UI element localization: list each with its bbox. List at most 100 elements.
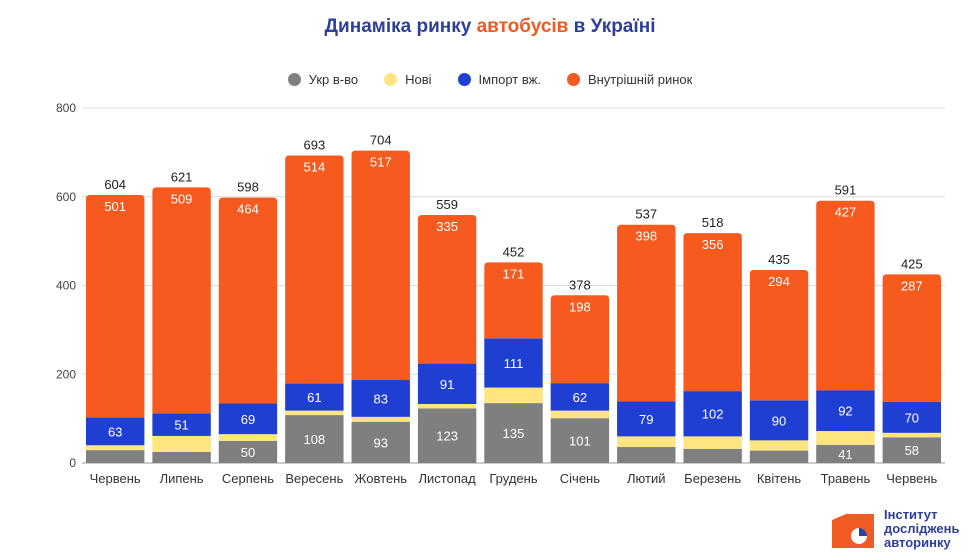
- logo-line-1: Інститут: [884, 507, 938, 522]
- total-label: 693: [303, 137, 325, 152]
- x-tick-label: Лютий: [627, 471, 665, 486]
- bar-segment-new: [617, 436, 676, 448]
- chart-plot: 0 200 400 600 800 63 501 604 Червень 51 509 621 Липе…: [56, 101, 945, 486]
- total-label: 704: [370, 133, 392, 148]
- legend-swatch-domestic: [566, 73, 580, 86]
- data-label-ukr: 58: [905, 443, 919, 458]
- total-label: 518: [702, 215, 724, 230]
- legend-item-domestic: Внутрішній ринок: [566, 72, 692, 87]
- data-label-import: 111: [504, 356, 524, 371]
- legend-label-ukr: Укр в-во: [308, 72, 359, 87]
- x-tick-label: Травень: [821, 471, 871, 486]
- legend-swatch-ukr: [287, 73, 301, 86]
- bar-segment-domestic: [285, 155, 344, 384]
- x-tick-label: Жовтень: [354, 471, 407, 486]
- bar-segment-domestic: [85, 194, 145, 418]
- bar-segment-ukr: [550, 418, 610, 463]
- total-label: 598: [237, 180, 259, 195]
- bar-segment-import: [749, 400, 809, 441]
- data-label-domestic: 287: [901, 278, 923, 293]
- data-label-import: 90: [772, 413, 786, 428]
- legend-label-new: Нові: [405, 72, 432, 87]
- data-label-ukr: 135: [503, 426, 525, 441]
- bar-segment-domestic: [816, 200, 875, 391]
- x-tick-label: Січень: [560, 471, 600, 486]
- x-tick-label: Квітень: [757, 471, 802, 486]
- bar-segment-ukr: [749, 450, 809, 463]
- data-label-domestic: 356: [702, 237, 724, 252]
- y-tick-label: 0: [69, 456, 76, 470]
- legend: Укр в-во Нові Імпорт вж. Внутрішній рино…: [0, 72, 980, 87]
- bar-segment-domestic: [749, 269, 809, 401]
- data-label-domestic: 171: [503, 266, 525, 281]
- data-label-domestic: 509: [171, 191, 193, 206]
- data-label-domestic: 294: [768, 274, 790, 289]
- bar-segment-domestic: [351, 150, 410, 381]
- bar-segment-domestic: [683, 233, 742, 392]
- bar-segment-domestic: [417, 214, 477, 364]
- bar-segment-import: [285, 383, 344, 411]
- bar-segment-domestic: [152, 187, 211, 414]
- logo-line-3: авторинку: [884, 535, 951, 550]
- bar-segment-ukr: [816, 444, 875, 463]
- bar-segment-ukr: [218, 440, 278, 463]
- data-label-domestic: 501: [104, 199, 126, 214]
- data-label-ukr: 123: [436, 429, 458, 444]
- total-label: 559: [436, 197, 458, 212]
- bar-segment-domestic: [484, 262, 543, 339]
- bar-segment-new: [218, 434, 278, 441]
- bar-segment-new: [285, 410, 344, 416]
- bar-segment-ukr: [152, 451, 211, 463]
- bar-segment-new: [683, 436, 742, 449]
- x-tick-label: Вересень: [285, 471, 343, 486]
- bar-segment-ukr: [484, 403, 543, 463]
- title-accent: автобусів: [476, 16, 569, 37]
- data-label-import: 91: [440, 377, 454, 392]
- legend-swatch-import: [457, 73, 471, 86]
- bar-segment-import: [882, 401, 942, 433]
- bar-segment-import: [152, 413, 211, 436]
- legend-swatch-new: [384, 73, 398, 86]
- data-label-import: 92: [838, 404, 852, 419]
- bar-segment-ukr: [417, 408, 477, 463]
- bar-segment-ukr: [285, 415, 344, 463]
- bar-segment-import: [550, 383, 610, 411]
- bar-segment-new: [550, 410, 610, 419]
- chart-title: Динаміка ринку автобусів в Україні: [0, 16, 980, 38]
- logo: Інститут досліджень авторинку: [828, 506, 978, 556]
- bar-segment-import: [417, 363, 477, 404]
- bar-segment-ukr: [683, 448, 742, 463]
- total-label: 378: [569, 277, 591, 292]
- data-label-domestic: 398: [635, 229, 657, 244]
- data-label-domestic: 514: [303, 159, 325, 174]
- data-label-ukr: 50: [241, 445, 255, 460]
- bar-segment-ukr: [882, 437, 942, 463]
- data-label-domestic: 198: [569, 299, 591, 314]
- data-label-import: 61: [307, 390, 321, 405]
- bar-segment-domestic: [882, 274, 942, 402]
- bar-segment-ukr: [617, 447, 676, 463]
- title-suffix: в Україні: [568, 16, 656, 37]
- y-tick-label: 800: [56, 101, 76, 115]
- bar-segment-new: [152, 435, 211, 452]
- bar-segment-import: [484, 338, 543, 388]
- data-label-domestic: 517: [370, 155, 392, 170]
- data-label-import: 70: [905, 410, 919, 425]
- data-label-import: 51: [174, 418, 188, 433]
- bar-segment-import: [218, 403, 278, 435]
- data-label-domestic: 335: [436, 219, 458, 234]
- bar-segment-import: [617, 401, 676, 437]
- x-tick-label: Червень: [90, 471, 141, 486]
- data-label-import: 102: [702, 407, 724, 422]
- bar-segment-new: [85, 445, 145, 451]
- y-tick-label: 600: [56, 190, 76, 204]
- y-tick-label: 400: [56, 279, 76, 293]
- x-tick-label: Грудень: [489, 471, 537, 486]
- logo-text: Інститут досліджень авторинку: [884, 508, 960, 550]
- x-tick-label: Липень: [160, 471, 204, 486]
- data-label-import: 69: [241, 412, 255, 427]
- x-tick-label: Березень: [684, 471, 741, 486]
- total-label: 621: [171, 169, 193, 184]
- data-label-import: 83: [373, 391, 387, 406]
- total-label: 452: [503, 244, 525, 259]
